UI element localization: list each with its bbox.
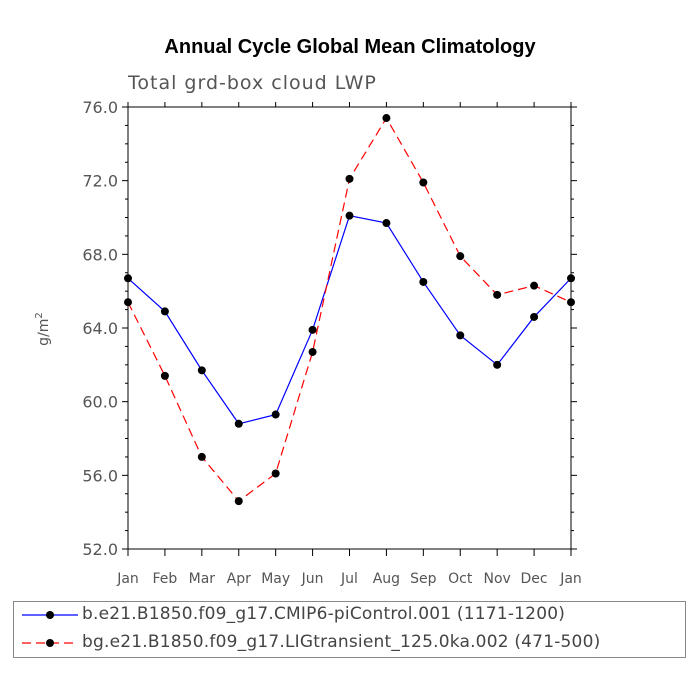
- x-tick-label: Dec: [521, 571, 548, 587]
- series-1-point: [160, 371, 169, 380]
- legend-item-1: bg.e21.B1850.f09_g17.LIGtransient_125.0k…: [14, 630, 685, 656]
- y-tick-label: 52.0: [82, 540, 118, 559]
- series-0-point: [530, 312, 539, 321]
- series-1-point: [234, 497, 243, 506]
- y-tick-label: 68.0: [82, 245, 118, 264]
- legend-label-0: b.e21.B1850.f09_g17.CMIP6-piControl.001 …: [82, 604, 566, 624]
- x-tick-label: Jan: [116, 571, 139, 587]
- y-axis-label: g/m2: [34, 312, 52, 346]
- series-1-point: [197, 452, 206, 461]
- legend: b.e21.B1850.f09_g17.CMIP6-piControl.001 …: [13, 601, 686, 658]
- series-0-point: [345, 211, 354, 220]
- x-tick-label: Oct: [448, 571, 473, 587]
- y-tick-label: 60.0: [82, 393, 118, 412]
- x-tick-label: Jan: [559, 571, 582, 587]
- x-tick-label: Jun: [301, 571, 324, 587]
- legend-marker-0: [46, 611, 54, 619]
- legend-item-0: b.e21.B1850.f09_g17.CMIP6-piControl.001 …: [14, 602, 685, 628]
- y-tick-label: 72.0: [82, 172, 118, 191]
- x-tick-label: Mar: [189, 571, 216, 587]
- series-0-point: [567, 274, 575, 283]
- x-tick-label: May: [261, 571, 290, 587]
- series-0-point: [419, 277, 428, 286]
- series-0-point: [197, 366, 206, 375]
- series-0-point: [234, 419, 243, 428]
- series-1-point: [456, 252, 465, 261]
- x-tick-label: Jul: [340, 571, 358, 587]
- y-axis-label-unit: g/m: [36, 319, 52, 346]
- series-0-point: [308, 325, 317, 334]
- series-layer: [124, 114, 575, 506]
- series-1-point: [419, 178, 428, 187]
- legend-swatch-0: [22, 611, 78, 619]
- series-1-point: [308, 347, 317, 356]
- y-tick-label: 64.0: [82, 319, 118, 338]
- plot-frame: [127, 106, 572, 550]
- y-axis-label-superscript: 2: [34, 312, 45, 318]
- series-0-point: [382, 219, 391, 228]
- series-0-point: [493, 360, 502, 369]
- series-1-point: [493, 290, 502, 299]
- chart-title: Annual Cycle Global Mean Climatology: [164, 36, 536, 58]
- x-tick-label: Aug: [373, 571, 400, 587]
- series-0-point: [124, 274, 132, 283]
- y-tick-label: 76.0: [82, 98, 118, 117]
- x-tick-label: Nov: [484, 571, 511, 587]
- series-line-0: [127, 214, 572, 425]
- series-0-point: [271, 410, 280, 419]
- y-tick-label: 56.0: [82, 466, 118, 485]
- series-1-point: [271, 469, 280, 478]
- chart-subtitle: Total grd-box cloud LWP: [128, 72, 377, 94]
- series-0-point: [456, 331, 465, 340]
- legend-marker-1: [46, 639, 54, 647]
- series-1-point: [567, 298, 575, 307]
- series-1-point: [382, 114, 391, 123]
- x-tick-label: Sep: [410, 571, 437, 587]
- legend-swatch-1: [22, 639, 78, 647]
- legend-label-1: bg.e21.B1850.f09_g17.LIGtransient_125.0k…: [82, 632, 601, 652]
- axes-layer: 52.0 56.0 60.0 64.0 68.0 72.0 76.0 Jan Feb Mar Apr…: [82, 98, 581, 587]
- series-0-point: [160, 307, 169, 316]
- series-1-point: [345, 174, 354, 183]
- x-tick-label: Feb: [153, 571, 178, 587]
- series-1-point: [124, 298, 132, 307]
- x-tick-label: Apr: [227, 571, 251, 587]
- series-1-point: [530, 281, 539, 290]
